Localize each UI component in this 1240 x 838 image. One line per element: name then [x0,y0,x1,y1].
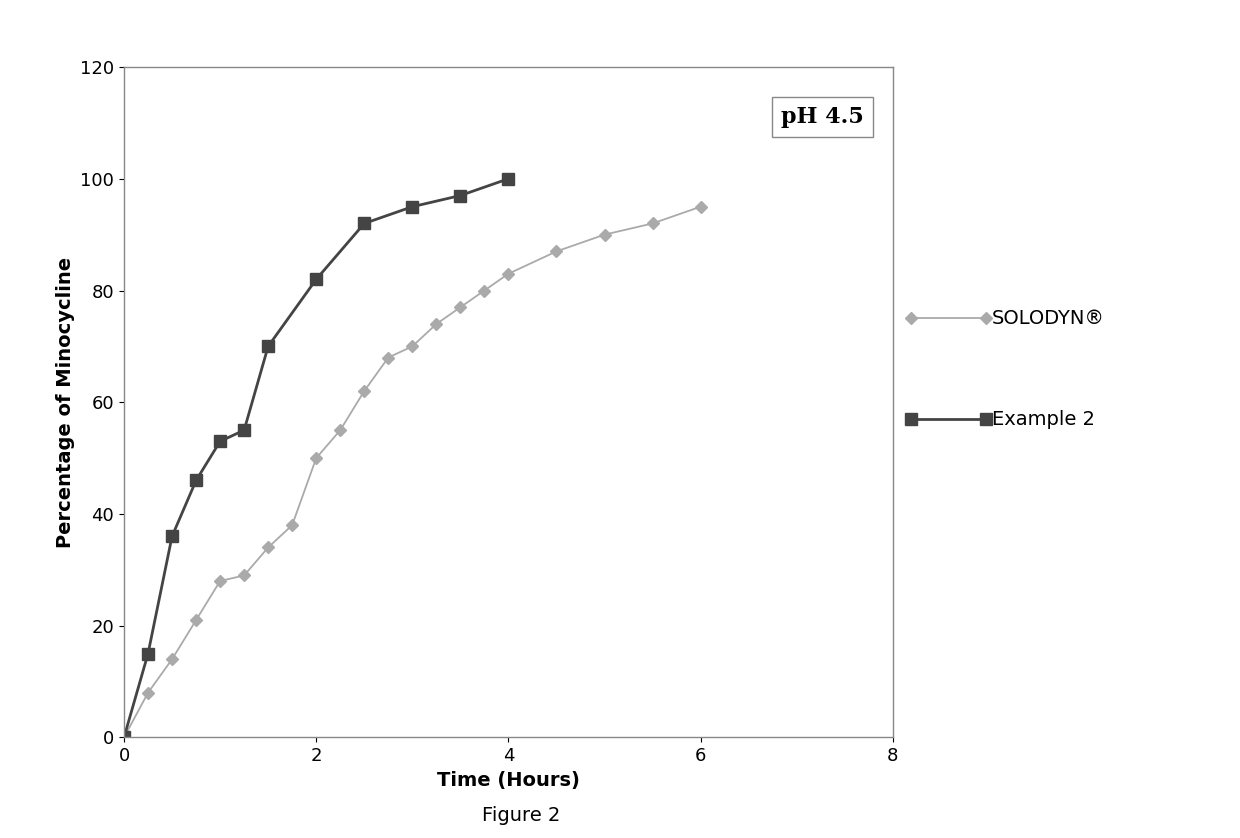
Text: SOLODYN®: SOLODYN® [992,309,1105,328]
Text: pH 4.5: pH 4.5 [781,106,864,128]
Text: Figure 2: Figure 2 [481,806,560,825]
X-axis label: Time (Hours): Time (Hours) [436,771,580,789]
Text: Example 2: Example 2 [992,410,1095,428]
Y-axis label: Percentage of Minocycline: Percentage of Minocycline [56,256,74,548]
